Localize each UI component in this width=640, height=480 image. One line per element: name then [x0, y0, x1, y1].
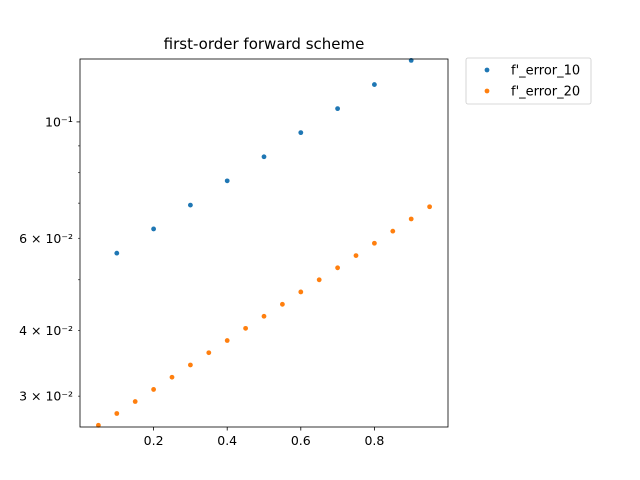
- data-point-series-1: [114, 250, 120, 256]
- x-tick-label: 0.8: [364, 433, 384, 448]
- data-point-series-1: [298, 130, 304, 136]
- data-point-series-2: [206, 350, 212, 356]
- legend-label: f'_error_20: [511, 85, 580, 100]
- legend: f'_error_10 f'_error_20: [465, 57, 592, 105]
- x-tick-label: 0.4: [217, 433, 237, 448]
- legend-marker: [484, 67, 490, 73]
- data-point-series-1: [335, 106, 340, 112]
- legend-label: f'_error_10: [511, 64, 580, 79]
- data-point-series-1: [224, 178, 230, 184]
- legend-marker: [484, 88, 490, 94]
- data-point-series-2: [408, 216, 414, 222]
- y-tick-label: 4 × 10⁻²: [19, 323, 73, 338]
- y-axis: 10⁻¹ 3 × 10⁻² 4 × 10⁻² 6 × 10⁻²: [19, 114, 80, 404]
- y-tick-label: 6 × 10⁻²: [19, 231, 73, 246]
- data-point-series-2: [132, 399, 138, 404]
- data-point-series-2: [224, 338, 230, 343]
- data-point-series-2: [261, 313, 267, 319]
- chart-title: first-order forward scheme: [164, 35, 365, 53]
- y-tick-label: 3 × 10⁻²: [19, 389, 73, 404]
- data-point-series-2: [243, 325, 249, 331]
- data-point-series-1: [261, 154, 267, 160]
- data-point-series-2: [96, 422, 101, 428]
- data-point-series-2: [151, 387, 157, 392]
- data-point-series-2: [372, 240, 377, 246]
- data-point-series-2: [353, 253, 359, 259]
- data-point-series-2: [390, 228, 396, 234]
- data-point-series-1: [188, 202, 193, 208]
- data-point-series-2: [169, 374, 175, 380]
- data-point-series-2: [114, 411, 120, 416]
- data-point-series-1: [151, 226, 157, 232]
- x-tick-label: 0.6: [291, 433, 311, 448]
- data-point-series-1: [372, 82, 377, 87]
- legend-box: [465, 57, 592, 105]
- x-tick-label: 0.2: [144, 433, 164, 448]
- data-point-series-2: [427, 204, 432, 210]
- data-point-series-2: [188, 362, 193, 368]
- y-tick-label: 10⁻¹: [45, 114, 73, 130]
- data-point-series-2: [316, 277, 322, 283]
- plot-frame: [79, 58, 449, 428]
- data-point-series-2: [335, 265, 340, 271]
- x-axis: 0.2 0.4 0.6 0.8: [144, 427, 384, 448]
- data-point-series-2: [280, 301, 285, 307]
- data-point-series-2: [298, 289, 304, 295]
- plot-area: [79, 57, 449, 428]
